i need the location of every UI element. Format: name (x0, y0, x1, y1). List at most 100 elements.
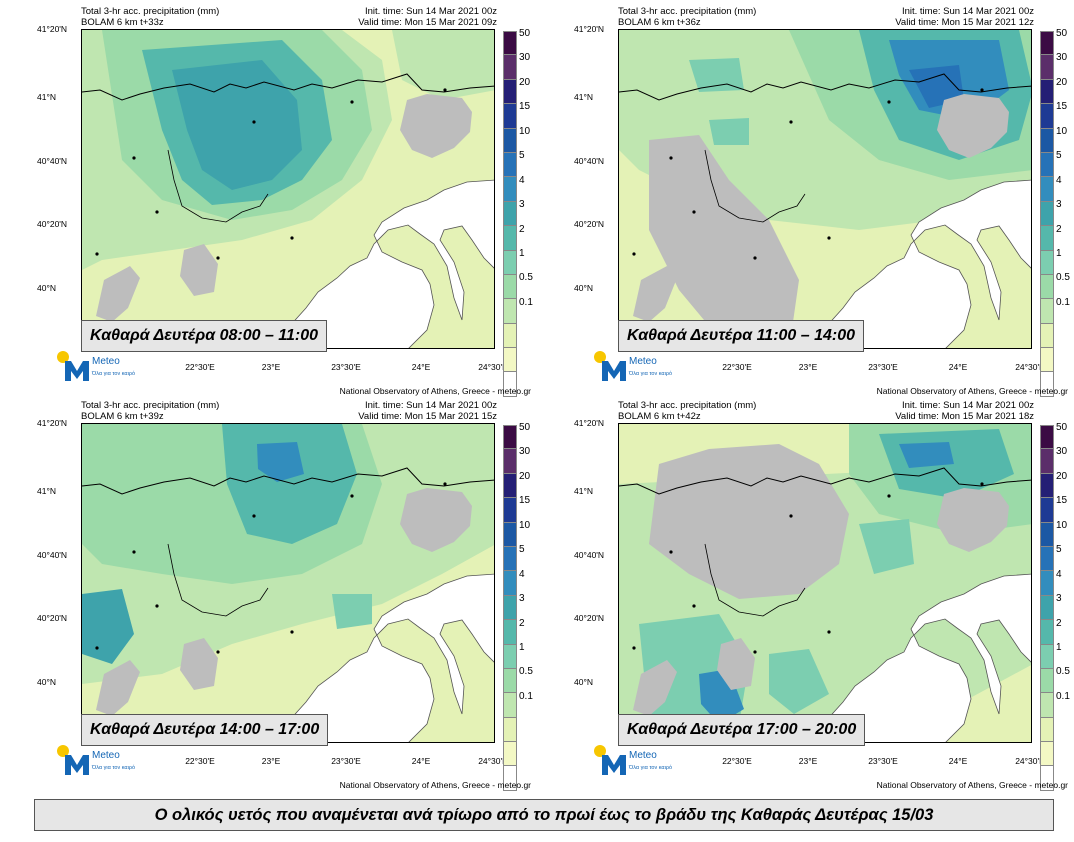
no-data-area (649, 135, 799, 348)
longitude-label: 23°E (798, 362, 818, 372)
city-marker (753, 650, 757, 654)
colorbar-swatch (503, 668, 517, 694)
latitude-label: 40°N (37, 283, 56, 293)
city-marker (155, 210, 159, 214)
panel-header-right: Init. time: Sun 14 Mar 2021 00z Valid tim… (358, 6, 497, 28)
colorbar-label: 10 (1056, 126, 1068, 137)
city-marker (216, 256, 220, 260)
no-data-area (633, 660, 677, 716)
latitude-label: 41°N (574, 92, 593, 102)
precip-area (82, 589, 134, 664)
no-data-area (937, 94, 1009, 158)
precip-area (172, 60, 302, 190)
precip-area (709, 118, 749, 145)
colorbar (503, 425, 517, 791)
panel-valid-time: Valid time: Mon 15 Mar 2021 12z (895, 17, 1034, 28)
colorbar-swatch (1040, 766, 1054, 791)
colorbar-swatch (503, 128, 517, 153)
colorbar-swatch (1040, 201, 1054, 227)
city-marker (132, 550, 136, 554)
colorbar-swatch (1040, 31, 1054, 56)
city-marker (95, 252, 99, 256)
city-marker (789, 120, 793, 124)
aegean-sea (282, 179, 494, 348)
city-marker (753, 256, 757, 260)
panel-header-left: Total 3-hr acc. precipitation (mm) BOLAM … (81, 6, 219, 28)
colorbar-label: 3 (1056, 199, 1062, 210)
city-marker (350, 494, 354, 498)
colorbar-label: 0.5 (1056, 272, 1070, 283)
latitude-label: 40°40'N (37, 156, 68, 166)
colorbar-swatch (503, 104, 517, 129)
colorbar-label: 20 (1056, 77, 1068, 88)
logo-tagline: Όλα για τον καιρό (91, 764, 135, 771)
colorbar-swatch (503, 425, 517, 450)
colorbar-swatch (503, 299, 517, 324)
forecast-panel: Total 3-hr acc. precipitation (mm) BOLAM … (0, 0, 533, 397)
panel-model: BOLAM 6 km t+42z (618, 411, 701, 422)
colorbar-swatch (1040, 250, 1054, 275)
longitude-label: 22°30'E (722, 756, 752, 766)
longitude-label: 24°30'E (1015, 756, 1045, 766)
longitude-label: 22°30'E (185, 756, 215, 766)
meteo-logo-icon: Meteo Όλα για τον καιρό (594, 745, 672, 775)
colorbar-label: 15 (519, 101, 531, 112)
panel-init-time: Init. time: Sun 14 Mar 2021 00z (364, 400, 497, 411)
longitude-label: 23°30'E (868, 362, 898, 372)
latitude-label: 40°N (574, 677, 593, 687)
colorbar-swatch (503, 693, 517, 718)
colorbar-label: 30 (1056, 52, 1068, 63)
colorbar-label: 4 (519, 569, 525, 580)
precip-map-svg (619, 424, 1031, 742)
figure-caption: Ο ολικός υετός που αναμένεται ανά τρίωρο… (34, 799, 1054, 831)
colorbar-swatch (503, 498, 517, 523)
colorbar-label: 2 (1056, 224, 1062, 235)
colorbar-swatch (503, 201, 517, 227)
colorbar-label: 10 (519, 126, 531, 137)
colorbar-swatch (1040, 372, 1054, 397)
latitude-label: 41°N (37, 486, 56, 496)
source-credit: National Observatory of Athens, Greece -… (876, 386, 1068, 396)
latitude-label: 41°20'N (574, 24, 605, 34)
latitude-label: 40°20'N (37, 613, 68, 623)
colorbar-label: 1 (1056, 642, 1062, 653)
colorbar-swatch (1040, 717, 1054, 743)
colorbar-swatch (503, 274, 517, 300)
colorbar (1040, 31, 1054, 397)
colorbar-swatch (1040, 546, 1054, 572)
precip-area (332, 594, 372, 629)
colorbar-swatch (503, 766, 517, 791)
colorbar-swatch (503, 620, 517, 645)
panel-title: Total 3-hr acc. precipitation (mm) (81, 6, 220, 17)
city-marker (290, 630, 294, 634)
colorbar-swatch (503, 571, 517, 596)
colorbar-swatch (1040, 473, 1054, 499)
source-credit: National Observatory of Athens, Greece -… (876, 780, 1068, 790)
panel-title: Total 3-hr acc. precipitation (mm) (618, 400, 757, 411)
city-marker (443, 482, 447, 486)
panel-model: BOLAM 6 km t+36z (618, 17, 701, 28)
precip-map (618, 423, 1032, 743)
m-letter-icon (65, 361, 89, 381)
meteo-logo: Meteo Όλα για τον καιρό (594, 743, 684, 779)
colorbar-swatch (503, 595, 517, 621)
colorbar-swatch (503, 717, 517, 743)
m-letter-icon (65, 755, 89, 775)
meteo-logo: Meteo Όλα για τον καιρό (57, 349, 147, 385)
city-marker (692, 604, 696, 608)
no-data-area (180, 638, 218, 690)
colorbar-swatch (503, 79, 517, 105)
colorbar-swatch (503, 522, 517, 547)
no-data-area (633, 266, 677, 322)
colorbar-swatch (503, 742, 517, 767)
period-ribbon: Καθαρά Δευτέρα 14:00 – 17:00 (81, 714, 329, 746)
colorbar-label: 50 (1056, 422, 1068, 433)
logo-tagline: Όλα για τον καιρό (628, 370, 672, 377)
colorbar-swatch (1040, 274, 1054, 300)
colorbar-label: 1 (1056, 248, 1062, 259)
no-data-area (180, 244, 218, 296)
precip-map (81, 423, 495, 743)
colorbar-label: 4 (1056, 569, 1062, 580)
latitude-label: 40°20'N (574, 219, 605, 229)
city-marker (252, 514, 256, 518)
